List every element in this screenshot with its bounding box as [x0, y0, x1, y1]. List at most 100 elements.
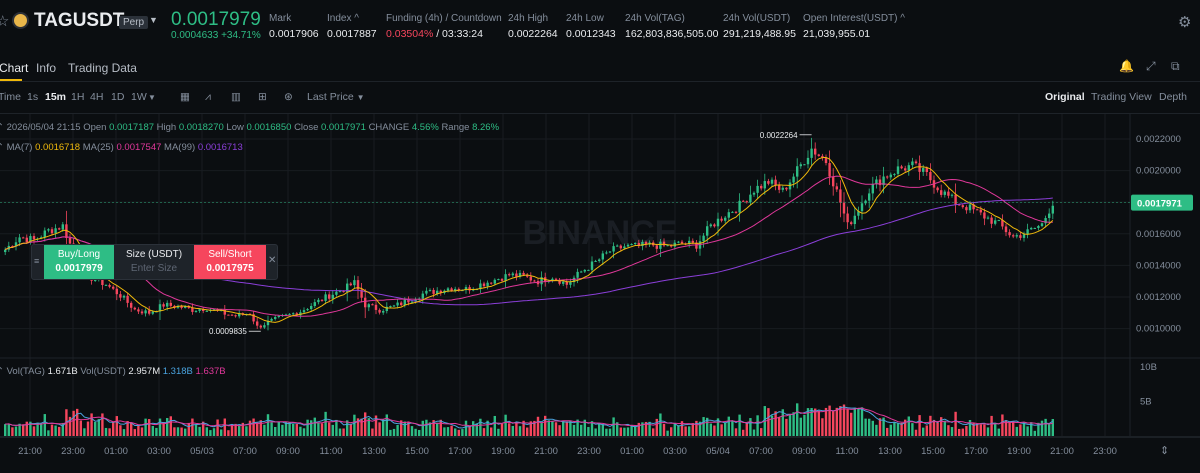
candle-body	[1015, 235, 1018, 237]
volume-bar	[846, 409, 849, 436]
time-tick-label: 11:00	[835, 446, 858, 457]
interval-4h[interactable]: 4H	[90, 91, 104, 103]
candle-body	[1037, 226, 1040, 229]
volume-bar	[194, 425, 198, 436]
drawing-tools-icon[interactable]: ⊛	[284, 91, 293, 103]
candle-body	[522, 272, 525, 275]
tab-info[interactable]: Info	[36, 61, 57, 75]
sell-short-button[interactable]: Sell/Short 0.0017975	[194, 245, 266, 279]
volume-bar	[547, 420, 550, 436]
candle-body	[392, 305, 396, 307]
scale-adjust-icon[interactable]: ⇕	[1160, 444, 1169, 457]
candle-body	[425, 290, 428, 294]
low-marker-label: 0.0009835	[209, 327, 247, 336]
caret-up-icon[interactable]: ^	[900, 13, 905, 24]
volume-bar	[461, 429, 464, 436]
volume-bar	[187, 422, 190, 436]
candle-body	[389, 306, 392, 308]
time-tick-label: 15:00	[921, 446, 945, 457]
close-icon[interactable]: ✕	[268, 255, 277, 266]
candle-body	[1048, 213, 1051, 219]
interval-time[interactable]: Time	[0, 91, 21, 103]
chevron-down-icon[interactable]: ▼	[148, 93, 156, 102]
view-original[interactable]: Original	[1045, 91, 1085, 103]
candle-body	[169, 302, 172, 306]
candle-body	[428, 289, 432, 291]
expand-icon[interactable]: ⤢	[1146, 59, 1156, 73]
info-caret-icon[interactable]: ⌃	[0, 142, 4, 153]
caret-up-icon[interactable]: ^	[354, 13, 359, 24]
tab-chart[interactable]: Chart	[0, 61, 29, 75]
size-input[interactable]: Size (USDT) Enter Size	[114, 245, 194, 279]
candlestick-chart[interactable]: BINANCE 0.00220000.00200000.00180000.001…	[0, 114, 1200, 473]
volume-bar	[266, 414, 270, 436]
symbol-name[interactable]: TAGUSDT	[34, 10, 125, 31]
view-depth[interactable]: Depth	[1159, 91, 1188, 103]
candle-body	[742, 200, 745, 202]
info-caret-icon[interactable]: ⌃	[0, 366, 4, 377]
price-tick-label: 0.0020000	[1136, 166, 1181, 177]
volume-bar	[234, 423, 237, 436]
volume-bar	[994, 423, 997, 436]
volume-bar	[785, 418, 788, 436]
indicator-chart-icon[interactable]: ⩘	[205, 91, 211, 103]
alert-bell-icon[interactable]: 🔔	[1119, 59, 1134, 73]
volume-info-line: ⌃ Vol(TAG) 1.671B Vol(USDT) 2.957M 1.318…	[0, 366, 226, 377]
interval-1h[interactable]: 1H	[71, 91, 85, 103]
time-tick-label: 23:00	[1093, 446, 1117, 457]
volume-bar	[889, 424, 892, 436]
popout-window-icon[interactable]: ⧉	[1171, 59, 1180, 73]
layout-icon[interactable]: ⊞	[258, 91, 267, 103]
volume-bar	[410, 426, 414, 436]
volume-bar	[936, 422, 939, 436]
favorite-star-icon[interactable]: ☆	[0, 13, 10, 30]
candle-body	[965, 207, 968, 211]
chevron-down-icon[interactable]: ▼	[149, 15, 158, 25]
time-axis: 21:00 23:00 01:00 03:00 05/03 07:00 09:00 11:00…	[18, 444, 1169, 457]
volume-bar	[446, 427, 450, 436]
candle-body	[18, 237, 21, 243]
candle-body	[187, 306, 190, 308]
volume-bar	[778, 417, 781, 436]
tab-trading-data[interactable]: Trading Data	[68, 61, 137, 75]
info-caret-icon[interactable]: ⌃	[0, 122, 4, 133]
interval-1w[interactable]: 1W	[131, 91, 147, 103]
ma25-label: MA(25)	[82, 142, 114, 153]
volume-bar	[990, 415, 993, 436]
candle-body	[140, 311, 144, 314]
active-tab-indicator	[0, 79, 22, 81]
candle-style-icon[interactable]: ▥	[231, 91, 241, 103]
candle-body	[1030, 228, 1033, 230]
drag-handle-icon[interactable]: ≡	[34, 256, 40, 266]
candle-body	[662, 241, 666, 246]
volume-bar	[320, 423, 324, 436]
volume-bar	[1026, 426, 1029, 436]
volume-bar	[781, 409, 784, 436]
volume-bar	[968, 420, 972, 436]
volume-bar	[324, 411, 327, 436]
volume-bar	[796, 403, 799, 436]
candle-body	[893, 173, 896, 175]
interval-1d[interactable]: 1D	[111, 91, 125, 103]
view-trading-view[interactable]: Trading View	[1091, 91, 1152, 103]
candle-body	[342, 291, 345, 293]
volume-bar	[940, 417, 943, 436]
interval-1s[interactable]: 1s	[27, 91, 39, 103]
settings-gear-icon[interactable]: ⚙	[1178, 14, 1192, 31]
time-tick-label: 17:00	[448, 446, 472, 457]
volume-bar	[443, 427, 446, 436]
volume-bar	[241, 422, 244, 436]
volume-bar	[749, 418, 752, 436]
candle-body	[4, 249, 7, 253]
calendar-icon[interactable]: ▦	[180, 91, 190, 103]
volume-bar	[317, 422, 320, 436]
time-tick-label: 11:00	[319, 446, 342, 457]
candle-body	[288, 313, 291, 315]
price-type-selector[interactable]: Last Price ▼	[307, 91, 365, 103]
interval-15m[interactable]: 15m	[45, 91, 67, 103]
volume-bar	[965, 425, 968, 436]
candle-body	[274, 317, 277, 319]
buy-long-button[interactable]: Buy/Long 0.0017979	[44, 245, 114, 279]
candle-body	[590, 261, 594, 270]
volume-bar	[274, 426, 277, 436]
